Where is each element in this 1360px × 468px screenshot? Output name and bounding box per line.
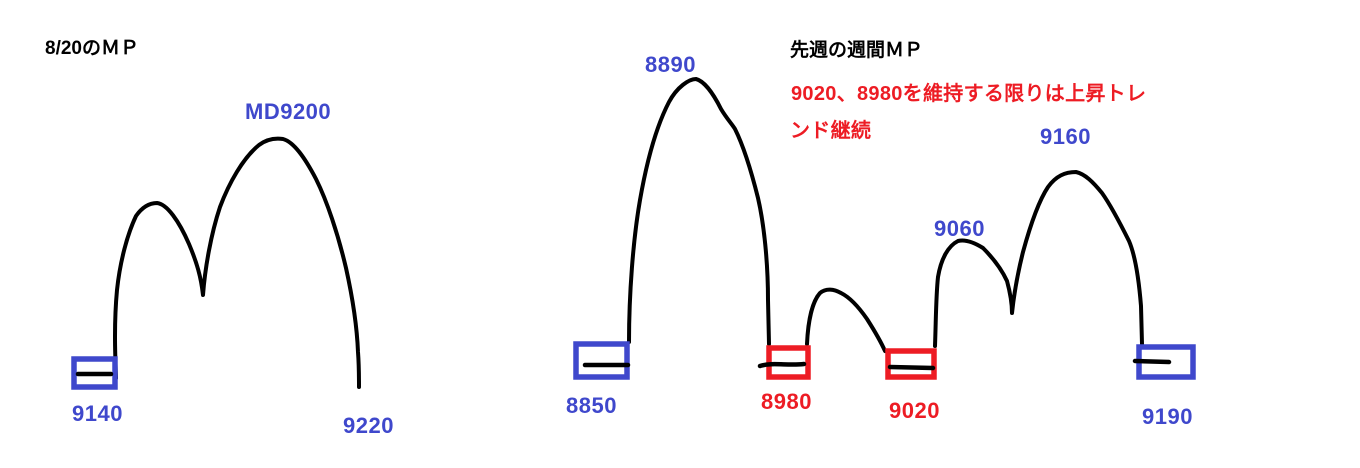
daily-mode-label: MD9200 [245, 99, 332, 124]
price-box-8850 [573, 341, 630, 380]
price-tick-9020 [887, 364, 936, 371]
weekly-hump-curve [805, 287, 887, 353]
weekly-support1-label: 8980 [761, 389, 812, 414]
weekly-peaks-9060-9160-curve [933, 170, 1144, 348]
daily-profile-curve [113, 136, 361, 389]
weekly-support2-label: 9020 [889, 398, 940, 423]
daily-low-label: 9140 [72, 401, 123, 426]
weekly-low-label: 8850 [566, 393, 617, 418]
weekly-peak3-label: 9160 [1040, 124, 1091, 149]
daily-chart-title: 8/20のＭＰ [45, 38, 139, 59]
weekly-close-label: 9190 [1142, 404, 1193, 429]
price-box-9140 [71, 356, 118, 390]
price-box-9020 [885, 348, 937, 380]
weekly-peak-8890-curve [627, 77, 771, 346]
weekly-peak1-label: 8890 [645, 52, 696, 77]
weekly-chart-title: 先週の週間ＭＰ [790, 40, 924, 61]
weekly-peak2-label: 9060 [934, 216, 985, 241]
daily-end-label: 9220 [343, 413, 394, 438]
weekly-note-line1: 9020、8980を維持する限りは上昇トレ [791, 83, 1147, 105]
price-tick-8980 [757, 361, 807, 369]
price-tick-9190 [1132, 358, 1172, 365]
weekly-note-line2: ンド継続 [790, 120, 872, 142]
